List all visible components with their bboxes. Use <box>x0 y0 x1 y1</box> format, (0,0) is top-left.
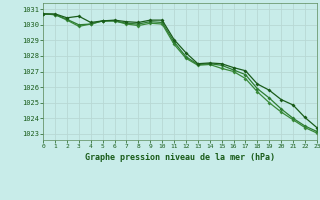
X-axis label: Graphe pression niveau de la mer (hPa): Graphe pression niveau de la mer (hPa) <box>85 153 275 162</box>
